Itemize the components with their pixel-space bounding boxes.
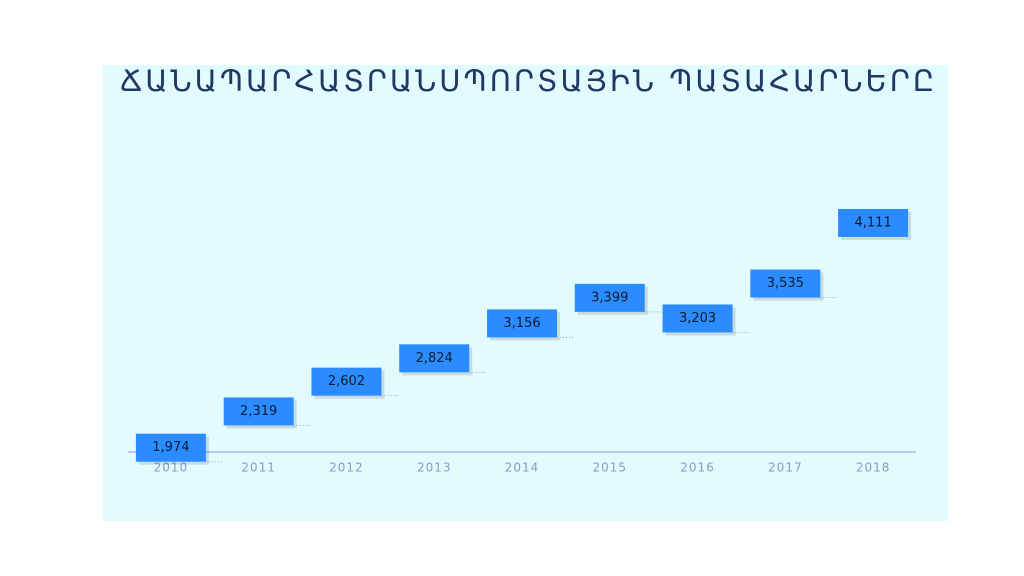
- data-label: 3,399: [591, 290, 628, 305]
- x-tick-label: 2016: [680, 461, 715, 475]
- bar: [750, 269, 821, 298]
- data-label: 2,824: [416, 351, 453, 366]
- x-tick-label: 2014: [505, 461, 540, 475]
- bar: [662, 304, 733, 333]
- data-label: 1,974: [152, 440, 189, 455]
- x-tick-label: 2010: [154, 461, 189, 475]
- data-label: 3,203: [679, 311, 716, 326]
- bar: [838, 208, 909, 237]
- x-tick-label: 2011: [241, 461, 276, 475]
- bar: [399, 344, 470, 373]
- bar: [574, 283, 645, 312]
- data-label: 3,535: [767, 276, 804, 291]
- x-tick-label: 2015: [593, 461, 628, 475]
- bar: [223, 397, 294, 426]
- data-label: 2,602: [328, 374, 365, 389]
- bar: [135, 433, 206, 462]
- chart-title: ՃԱՆԱՊԱՐՀԱՏՐԱՆՍՊՈՐՏԱՅԻՆ ՊԱՏԱՀԱՐՆԵՐԸ: [120, 64, 937, 98]
- bar: [311, 367, 382, 396]
- x-tick-label: 2012: [329, 461, 364, 475]
- data-label: 4,111: [855, 215, 892, 230]
- x-tick-label: 2013: [417, 461, 452, 475]
- data-label: 2,319: [240, 404, 277, 419]
- bar: [487, 309, 557, 338]
- x-tick-label: 2018: [856, 461, 891, 475]
- data-label: 3,156: [503, 316, 540, 331]
- x-tick-label: 2017: [768, 461, 803, 475]
